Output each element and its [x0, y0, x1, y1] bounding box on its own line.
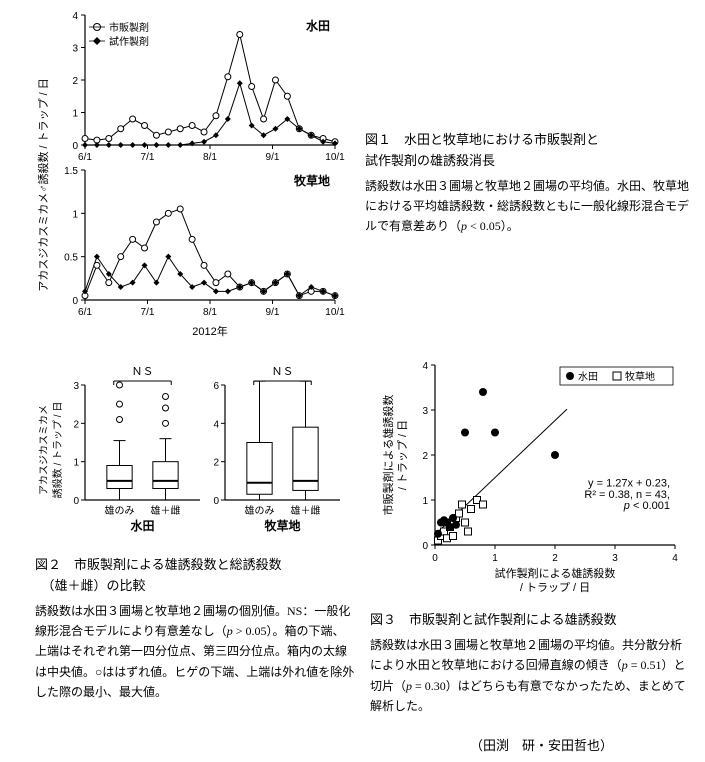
svg-text:0: 0 — [213, 496, 219, 507]
svg-text:1: 1 — [492, 553, 498, 564]
svg-text:アカスジカスミカメ♂誘殺数 / トラップ / 日: アカスジカスミカメ♂誘殺数 / トラップ / 日 — [36, 78, 50, 292]
fig3-caption-block: 図３ 市販製剤と試作製剤による雄誘殺数 誘殺数は水田３圃場と牧草地２圃場の平均値… — [370, 610, 690, 716]
svg-text:水田: 水田 — [130, 518, 154, 533]
svg-text:0: 0 — [422, 541, 428, 552]
svg-text:6/1: 6/1 — [78, 152, 92, 163]
svg-text:試作製剤: 試作製剤 — [109, 35, 149, 48]
svg-text:3: 3 — [422, 406, 428, 417]
svg-text:誘殺数 / トラップ / 日: 誘殺数 / トラップ / 日 — [51, 402, 64, 499]
svg-text:3: 3 — [612, 553, 618, 564]
fig3-caption: 誘殺数は水田３圃場と牧草地２圃場の平均値。共分散分析により水田と牧草地における回… — [370, 635, 690, 717]
svg-text:3: 3 — [73, 381, 79, 392]
svg-text:0: 0 — [72, 141, 78, 152]
svg-text:ＮＳ: ＮＳ — [132, 366, 154, 378]
svg-text:0.5: 0.5 — [64, 253, 78, 264]
fig1-title: 図１ 水田と牧草地における市販製剤と 試作製剤の雄誘殺消長 — [365, 130, 690, 172]
svg-text:雄のみ: 雄のみ — [105, 504, 135, 517]
svg-text:y = 1.27x + 0.23,: y = 1.27x + 0.23, — [588, 478, 670, 490]
fig2-caption-block: 図２ 市販製剤による雄誘殺数と総誘殺数 （雄＋雌）の比較 誘殺数は水田３圃場と牧… — [35, 555, 355, 703]
svg-text:雄＋雌: 雄＋雌 — [291, 504, 321, 517]
svg-text:8/1: 8/1 — [203, 152, 217, 163]
svg-text:/ トラップ / 日: / トラップ / 日 — [396, 420, 409, 490]
svg-text:牧草地: 牧草地 — [625, 370, 655, 383]
fig1-title-l2: 試作製剤の雄誘殺消長 — [365, 153, 495, 168]
svg-text:R² = 0.38, n = 43,: R² = 0.38, n = 43, — [584, 489, 670, 501]
svg-text:9/1: 9/1 — [266, 307, 280, 318]
svg-text:4: 4 — [213, 419, 219, 430]
svg-text:1.5: 1.5 — [64, 166, 78, 177]
svg-text:ＮＳ: ＮＳ — [272, 366, 294, 378]
svg-text:4: 4 — [672, 553, 678, 564]
svg-text:2: 2 — [72, 76, 78, 87]
svg-text:1: 1 — [72, 109, 78, 120]
svg-text:1: 1 — [73, 458, 79, 469]
svg-text:1: 1 — [72, 209, 78, 220]
fig1-caption-block: 図１ 水田と牧草地における市販製剤と 試作製剤の雄誘殺消長 誘殺数は水田３圃場と… — [365, 130, 690, 237]
fig2-caption: 誘殺数は水田３圃場と牧草地２圃場の個別値。NS：一般化線形混合モデルにより有意差… — [35, 601, 355, 703]
svg-text:2: 2 — [552, 553, 558, 564]
svg-text:p < 0.001: p < 0.001 — [623, 500, 670, 512]
svg-text:10/1: 10/1 — [325, 152, 345, 163]
svg-text:/ トラップ / 日: / トラップ / 日 — [520, 581, 590, 594]
svg-text:10/1: 10/1 — [325, 307, 345, 318]
fig1-title-l1: 図１ 水田と牧草地における市販製剤と — [365, 132, 599, 147]
svg-text:市販製剤による雄誘殺数: 市販製剤による雄誘殺数 — [381, 395, 395, 516]
fig2-chart: アカスジカスミカメ誘殺数 / トラップ / 日0123ＮＳ雄のみ雄＋雌水田024… — [35, 360, 345, 540]
svg-text:2: 2 — [213, 458, 219, 469]
svg-text:4: 4 — [422, 361, 428, 372]
svg-text:試作製剤による雄誘殺数: 試作製剤による雄誘殺数 — [495, 566, 616, 580]
svg-text:0: 0 — [73, 496, 79, 507]
fig3-title: 図３ 市販製剤と試作製剤による雄誘殺数 — [370, 610, 690, 631]
authors: （田渕 研・安田哲也） — [470, 735, 613, 754]
fig1-chart: アカスジカスミカメ♂誘殺数 / トラップ / 日 0 1 2 3 4 6/1 7/1 8/1 9/… — [35, 5, 345, 345]
fig3-chart: 0011223344市販製剤による雄誘殺数/ トラップ / 日試作製剤による雄誘… — [370, 350, 690, 600]
svg-text:市販製剤: 市販製剤 — [109, 21, 149, 34]
svg-text:2: 2 — [73, 419, 79, 430]
svg-text:アカスジカスミカメ: アカスジカスミカメ — [38, 405, 50, 495]
svg-text:3: 3 — [72, 44, 78, 55]
svg-text:1: 1 — [422, 496, 428, 507]
svg-text:水田: 水田 — [306, 18, 330, 33]
svg-text:9/1: 9/1 — [266, 152, 280, 163]
svg-text:7/1: 7/1 — [141, 307, 155, 318]
svg-text:8/1: 8/1 — [203, 307, 217, 318]
svg-text:6/1: 6/1 — [78, 307, 92, 318]
svg-text:4: 4 — [72, 11, 78, 22]
svg-text:7/1: 7/1 — [141, 152, 155, 163]
svg-text:雄＋雌: 雄＋雌 — [151, 504, 181, 517]
svg-text:6: 6 — [213, 381, 219, 392]
svg-text:0: 0 — [72, 296, 78, 307]
svg-text:0: 0 — [432, 553, 438, 564]
svg-text:雄のみ: 雄のみ — [245, 504, 275, 517]
svg-text:牧草地: 牧草地 — [264, 518, 300, 533]
svg-text:2: 2 — [422, 451, 428, 462]
fig1-caption: 誘殺数は水田３圃場と牧草地２圃場の平均値。水田、牧草地における平均雄誘殺数・総誘… — [365, 176, 690, 237]
svg-text:牧草地: 牧草地 — [294, 173, 330, 188]
svg-text:2012年: 2012年 — [192, 324, 227, 338]
fig2-title: 図２ 市販製剤による雄誘殺数と総誘殺数 （雄＋雌）の比較 — [35, 555, 355, 597]
svg-text:水田: 水田 — [578, 371, 598, 383]
